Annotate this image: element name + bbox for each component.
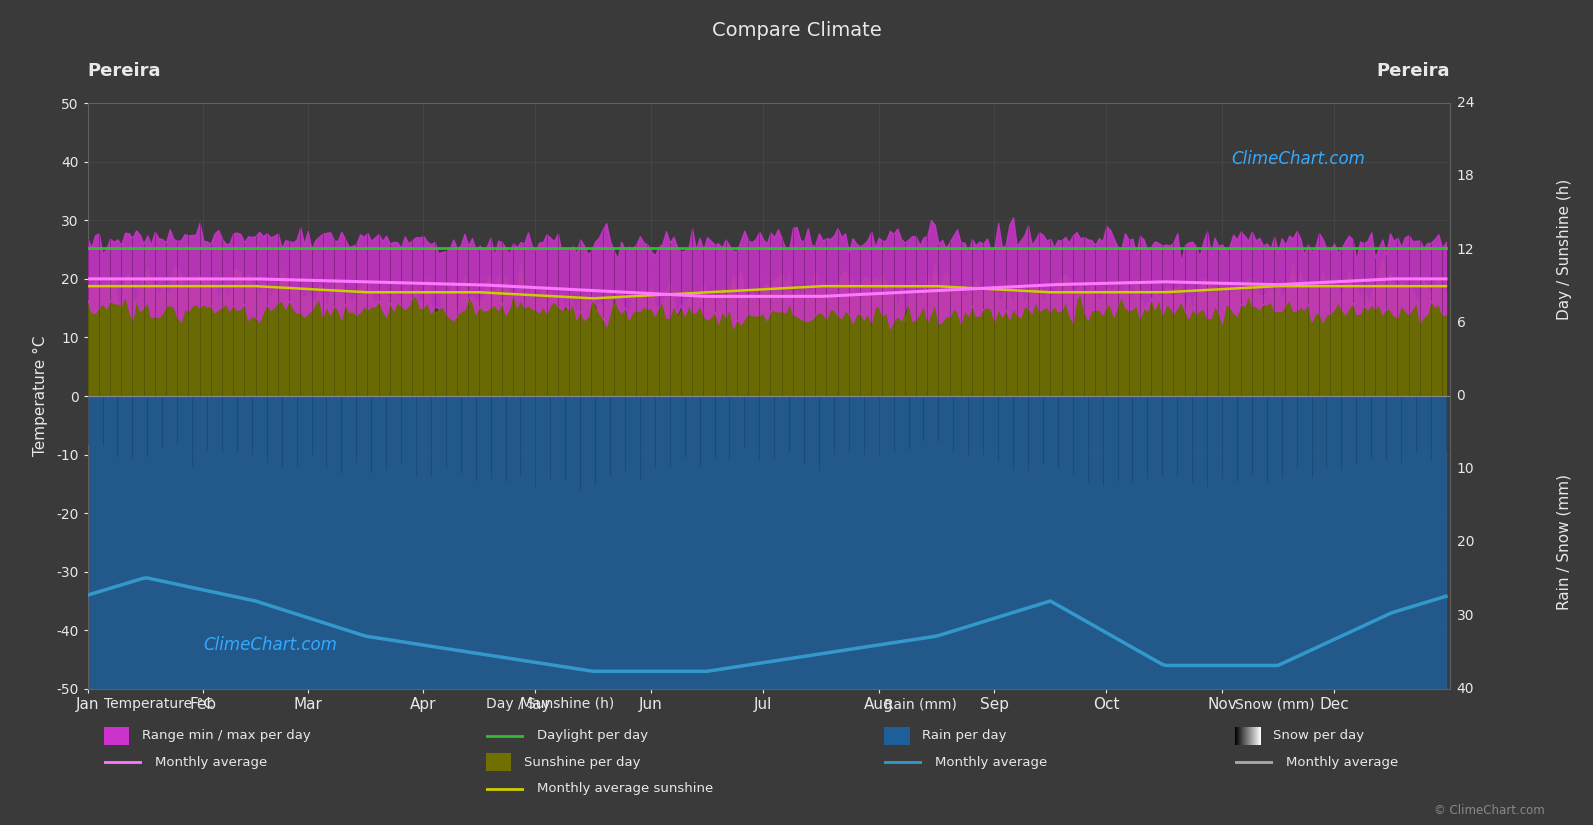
Text: Compare Climate: Compare Climate	[712, 21, 881, 40]
Text: 12: 12	[1456, 243, 1474, 257]
Text: Day / Sunshine (h): Day / Sunshine (h)	[1556, 179, 1572, 320]
Text: 6: 6	[1456, 316, 1466, 330]
Text: Pereira: Pereira	[88, 62, 161, 80]
Text: Daylight per day: Daylight per day	[537, 729, 648, 742]
Text: 18: 18	[1456, 169, 1475, 183]
Text: 20: 20	[1456, 535, 1474, 549]
Text: Rain (mm): Rain (mm)	[884, 697, 957, 711]
Text: Snow per day: Snow per day	[1273, 729, 1364, 742]
Text: Monthly average: Monthly average	[935, 756, 1047, 769]
Text: Monthly average: Monthly average	[155, 756, 266, 769]
Text: Snow (mm): Snow (mm)	[1235, 697, 1314, 711]
Text: Temperature °C: Temperature °C	[104, 697, 213, 711]
Text: Day / Sunshine (h): Day / Sunshine (h)	[486, 697, 615, 711]
Text: Sunshine per day: Sunshine per day	[524, 756, 640, 769]
Text: 24: 24	[1456, 97, 1474, 110]
Text: 0: 0	[1456, 389, 1466, 403]
Text: Range min / max per day: Range min / max per day	[142, 729, 311, 742]
Text: ClimeChart.com: ClimeChart.com	[204, 636, 338, 654]
Text: Monthly average sunshine: Monthly average sunshine	[537, 782, 714, 795]
Text: Rain / Snow (mm): Rain / Snow (mm)	[1556, 474, 1572, 610]
Text: Monthly average: Monthly average	[1286, 756, 1397, 769]
Text: © ClimeChart.com: © ClimeChart.com	[1434, 804, 1545, 817]
Text: Rain per day: Rain per day	[922, 729, 1007, 742]
Text: 40: 40	[1456, 682, 1474, 695]
Y-axis label: Temperature °C: Temperature °C	[33, 336, 48, 456]
Text: ClimeChart.com: ClimeChart.com	[1231, 150, 1365, 168]
Text: Pereira: Pereira	[1376, 62, 1450, 80]
Text: 10: 10	[1456, 462, 1474, 476]
Text: 30: 30	[1456, 609, 1474, 623]
